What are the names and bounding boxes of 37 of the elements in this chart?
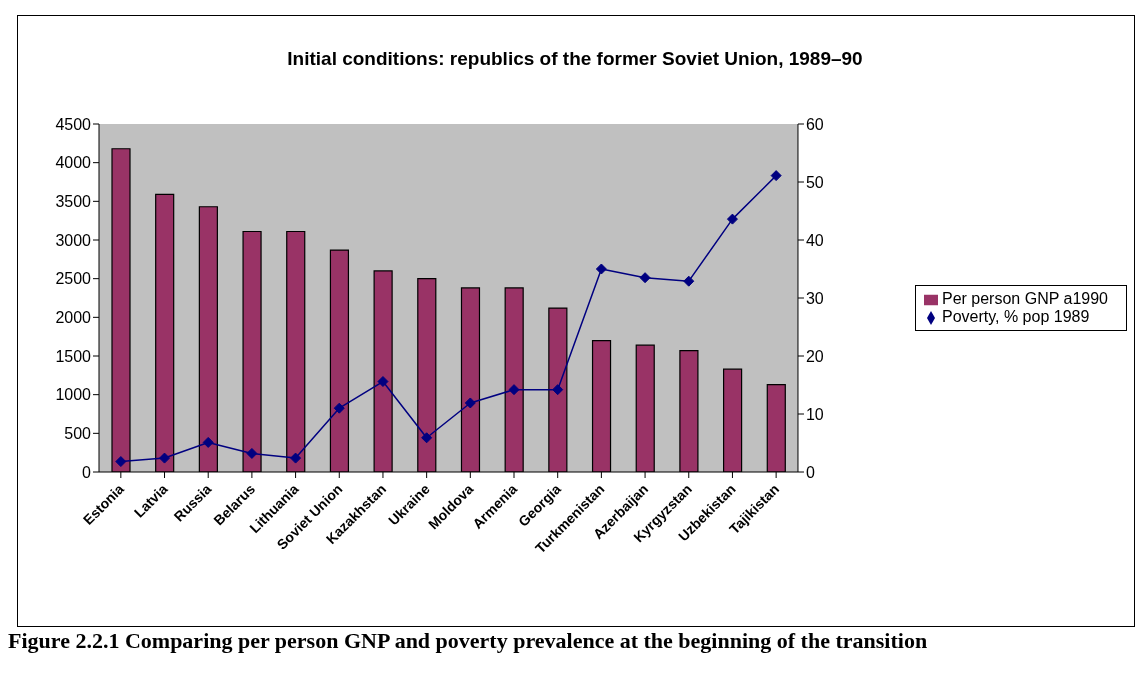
y-tick-label: 2000 — [55, 309, 92, 327]
point — [726, 213, 738, 225]
y2-tick-label: 50 — [805, 173, 824, 191]
point — [683, 275, 695, 287]
point — [159, 452, 171, 464]
chart-title: Initial conditions: republics of the former Soviet Union, 1989–90 — [286, 48, 864, 70]
point — [421, 432, 433, 444]
point — [246, 447, 258, 459]
point — [333, 402, 345, 414]
y-tick-label: 3500 — [55, 193, 92, 211]
point — [290, 452, 302, 464]
y2-tick-label: 20 — [805, 347, 824, 365]
point — [377, 376, 389, 388]
point — [595, 263, 607, 275]
y2-tick-label: 10 — [805, 405, 824, 423]
y-tick-label: 1500 — [55, 347, 92, 365]
y-tick-label: 2500 — [55, 270, 92, 288]
y-tick-label: 3000 — [55, 231, 92, 249]
point — [202, 436, 214, 448]
legend-label: Poverty, % pop 1989 — [941, 308, 1090, 325]
y2-tick-label: 0 — [805, 463, 815, 481]
point — [508, 384, 520, 396]
point — [464, 397, 476, 409]
y2-tick-label: 40 — [805, 231, 824, 249]
point — [115, 456, 127, 468]
y-tick-label: 4000 — [55, 154, 92, 172]
y2-tick-label: 60 — [805, 115, 824, 133]
point — [770, 170, 782, 182]
y-tick-label: 0 — [82, 463, 92, 481]
y-tick-label: 1000 — [55, 386, 92, 404]
point — [639, 272, 651, 284]
legend-label: Per person GNP a1990 — [941, 290, 1108, 307]
y2-tick-label: 30 — [805, 289, 824, 307]
y-tick-label: 500 — [64, 425, 92, 443]
y-tick-label: 4500 — [55, 115, 92, 133]
point — [552, 384, 564, 396]
caption: Figure 2.2.1 Comparing per person GNP and poverty prevalence at the beginning of the transition — [8, 628, 929, 654]
